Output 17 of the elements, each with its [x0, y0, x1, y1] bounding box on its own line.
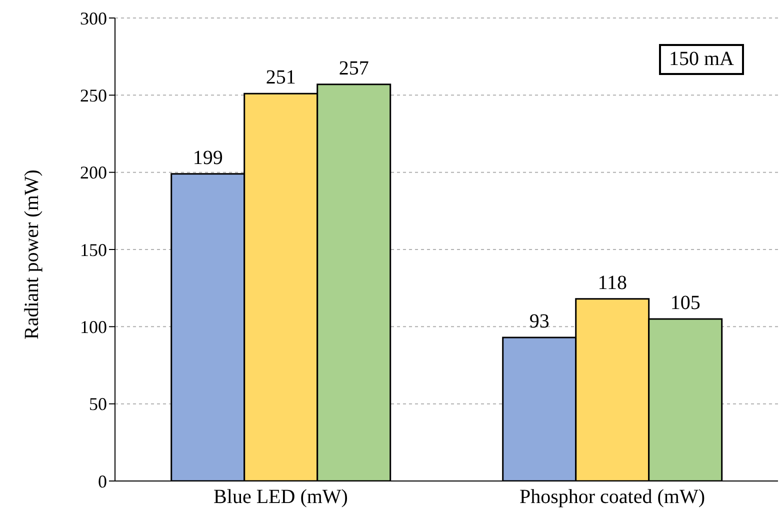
data-label: 105: [670, 292, 700, 314]
y-tick-label: 100: [80, 317, 107, 338]
y-tick-label: 0: [98, 471, 107, 492]
y-tick-label: 150: [80, 240, 107, 260]
y-tick-label: 50: [89, 394, 107, 414]
data-label: 118: [598, 272, 627, 294]
x-tick-label: Phosphor coated (mW): [519, 486, 706, 508]
data-label: 93: [529, 310, 550, 332]
annotation: 150 mA: [659, 44, 744, 75]
y-tick-label: 300: [80, 8, 107, 28]
y-tick-label: 250: [80, 86, 107, 106]
data-label: 199: [192, 146, 223, 169]
y-tick-label: 200: [80, 162, 107, 183]
data-label: 257: [338, 57, 369, 80]
data-label: 251: [266, 66, 296, 89]
x-tick-label: Blue LED (mW): [214, 486, 348, 508]
y-axis-title: Radiant power (mW): [21, 170, 44, 340]
